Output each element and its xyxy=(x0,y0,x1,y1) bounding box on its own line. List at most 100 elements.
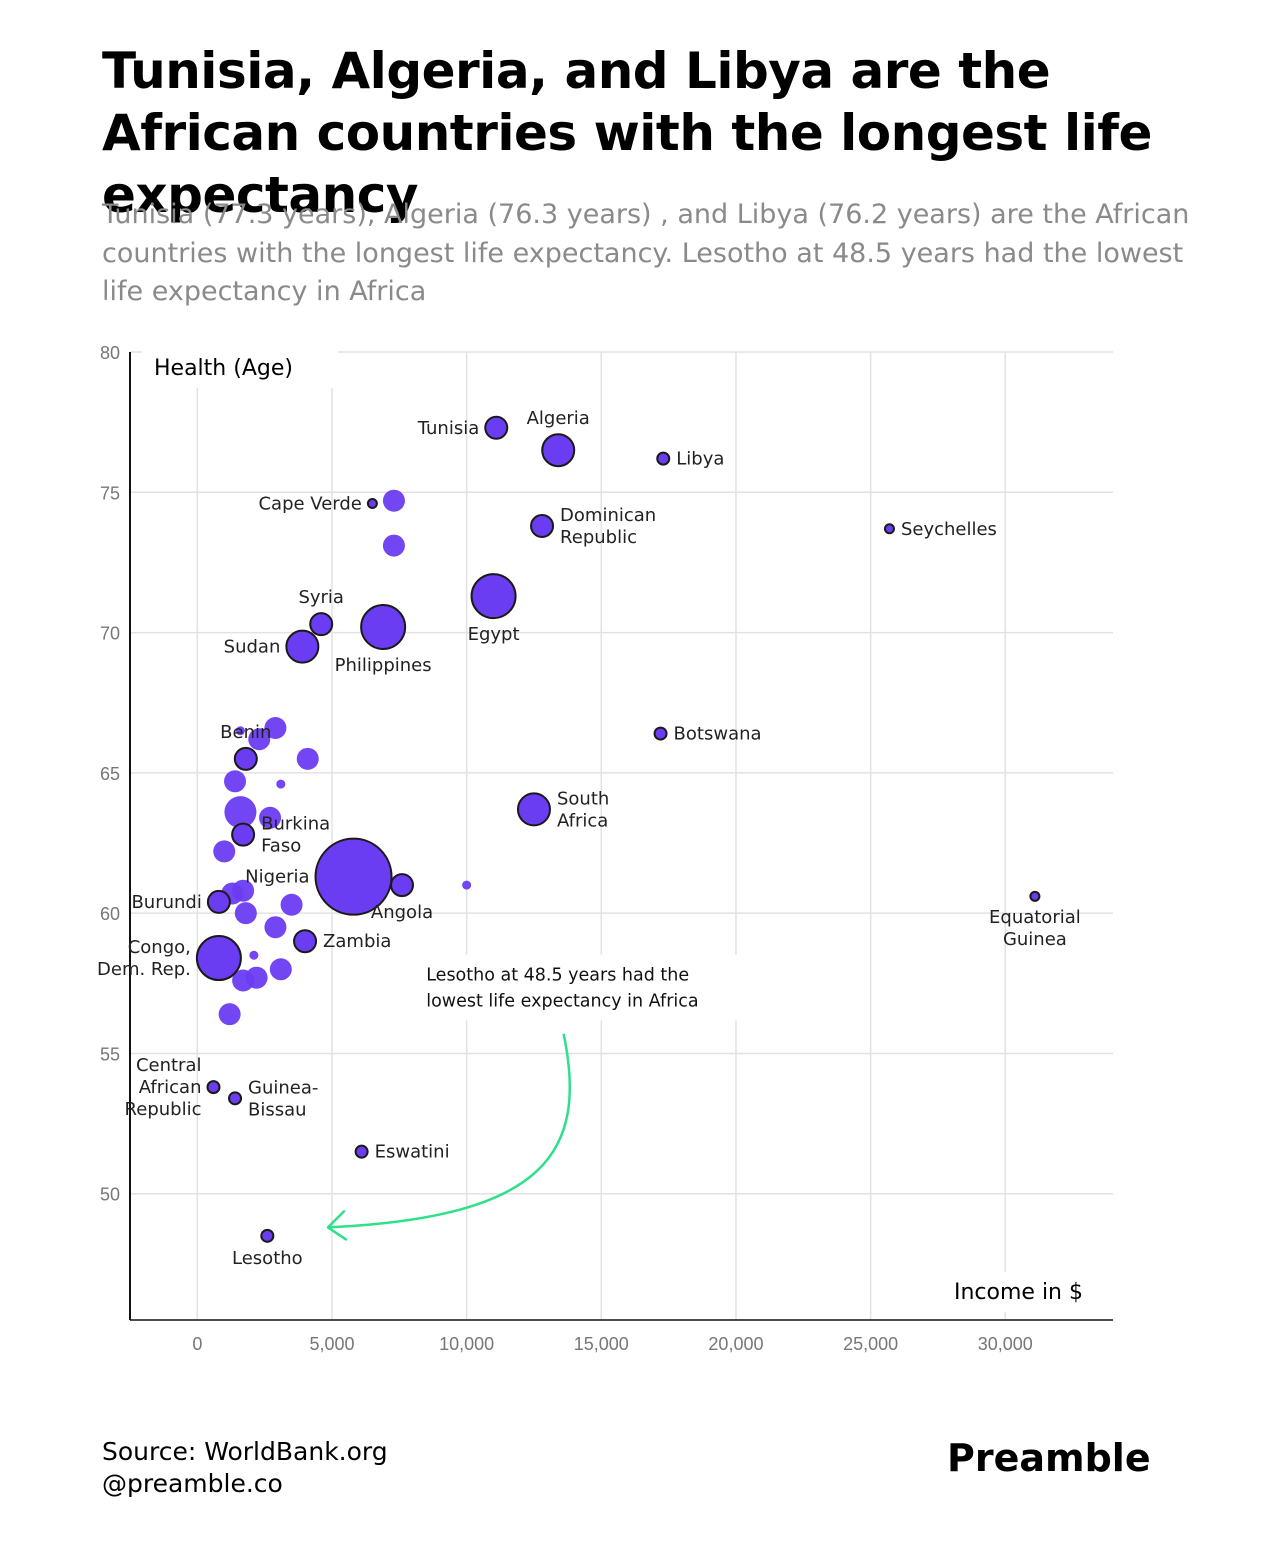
brand-logo: Preamble xyxy=(947,1436,1151,1480)
country-label: Botswana xyxy=(674,724,762,745)
country-label: Faso xyxy=(261,836,301,857)
x-tick-label: 5,000 xyxy=(309,1334,354,1354)
country-label: Guinea xyxy=(1003,929,1067,950)
country-label: Congo, xyxy=(128,937,191,958)
country-label: Republic xyxy=(560,527,637,548)
y-tick-label: 80 xyxy=(100,343,120,363)
bubble-burundi xyxy=(206,889,231,914)
bubble-burkina-faso xyxy=(231,822,256,847)
y-tick-label: 50 xyxy=(100,1185,120,1205)
bubble xyxy=(224,796,257,829)
y-tick-label: 65 xyxy=(100,764,120,784)
bubble-eswatini xyxy=(354,1144,369,1159)
x-axis-title-bg xyxy=(940,1272,1096,1312)
bubble-equatorial-guinea xyxy=(1029,890,1041,902)
y-tick-label: 60 xyxy=(100,904,120,924)
bubble xyxy=(382,489,405,512)
bubble xyxy=(234,902,257,925)
handle-text: @preamble.co xyxy=(102,1469,283,1498)
x-tick-label: 30,000 xyxy=(978,1334,1033,1354)
x-tick-label: 20,000 xyxy=(708,1334,763,1354)
bubble-central-african-republic xyxy=(206,1080,221,1095)
country-label: Sudan xyxy=(224,637,281,658)
bubble-south-africa xyxy=(516,792,551,827)
bubble xyxy=(235,726,245,736)
bubble xyxy=(213,840,236,863)
bubble-angola xyxy=(390,873,415,898)
bubble-egypt xyxy=(470,573,517,620)
bubble xyxy=(248,728,271,751)
bubble-guinea-bissau xyxy=(228,1091,243,1106)
country-label: Tunisia xyxy=(417,418,480,439)
x-tick-label: 25,000 xyxy=(843,1334,898,1354)
bubble xyxy=(232,879,255,902)
country-label: Libya xyxy=(676,449,724,470)
bubble xyxy=(462,880,472,890)
country-label: Seychelles xyxy=(901,519,997,540)
bubble-philippines xyxy=(360,603,407,650)
country-label: Central xyxy=(136,1055,202,1076)
arrow-head-icon xyxy=(326,1210,348,1241)
x-tick-label: 15,000 xyxy=(574,1334,629,1354)
country-label: Africa xyxy=(557,810,608,831)
country-label: Equatorial xyxy=(989,907,1081,928)
country-label: Nigeria xyxy=(245,867,309,888)
annotation-group: Lesotho at 48.5 years had the lowest life… xyxy=(326,954,749,1241)
chart-axes: Health (Age) Income in $ xyxy=(129,348,1113,1321)
country-label: Dem. Rep. xyxy=(97,959,191,980)
annotation-text: lowest life expectancy in Africa xyxy=(426,991,698,1011)
country-label: Philippines xyxy=(335,655,432,676)
bubble xyxy=(269,958,292,981)
bubble xyxy=(296,747,319,770)
unlabeled-bubbles xyxy=(213,489,472,1026)
bubble-sudan xyxy=(285,629,320,664)
bubble-algeria xyxy=(541,433,576,468)
y-tick-label: 70 xyxy=(100,624,120,644)
country-label: Burundi xyxy=(131,892,201,913)
country-label: African xyxy=(139,1077,202,1098)
bubble-botswana xyxy=(653,726,668,741)
source-text: Source: WorldBank.org xyxy=(102,1437,388,1466)
country-label: Eswatini xyxy=(375,1142,450,1163)
country-label: Dominican xyxy=(560,505,656,526)
bubble xyxy=(218,1003,241,1026)
y-axis-title: Health (Age) xyxy=(154,356,293,381)
bubble xyxy=(382,534,405,557)
bubble-nigeria xyxy=(314,837,393,916)
country-label: Zambia xyxy=(323,931,391,952)
bubble xyxy=(264,916,287,939)
country-label: Benin xyxy=(220,722,271,743)
bubble xyxy=(280,893,303,916)
country-label: Cape Verde xyxy=(258,494,361,515)
bubble xyxy=(224,770,247,793)
country-label: Egypt xyxy=(468,624,520,645)
bubble xyxy=(232,969,255,992)
footer-source: Source: WorldBank.org @preamble.co xyxy=(102,1436,388,1500)
bubble-dominican-republic xyxy=(530,513,555,538)
tick-labels: 0 5,000 10,000 15,000 20,000 25,000 30,000 50 55… xyxy=(100,343,1033,1354)
country-label: Algeria xyxy=(527,408,590,429)
y-tick-label: 75 xyxy=(100,483,120,503)
bubble-seychelles xyxy=(883,523,895,535)
annotation-arrow xyxy=(327,1033,571,1229)
bubble-cape-verde xyxy=(366,498,378,510)
country-label: Guinea- xyxy=(248,1077,318,1098)
country-bubbles xyxy=(195,415,1041,1243)
country-label: Bissau xyxy=(248,1099,307,1120)
country-label: Burkina xyxy=(261,814,330,835)
bubble xyxy=(276,779,286,789)
country-label: Republic xyxy=(125,1099,202,1120)
country-label: Syria xyxy=(298,587,344,608)
bubble xyxy=(259,806,282,829)
country-label: South xyxy=(557,788,609,809)
y-axis-title-bg xyxy=(142,348,338,388)
country-label: Lesotho xyxy=(232,1248,303,1269)
y-tick-label: 55 xyxy=(100,1044,120,1064)
page-title: Tunisia, Algeria, and Libya are the Afri… xyxy=(102,42,1152,224)
bubble-tunisia xyxy=(484,415,509,440)
x-axis-title: Income in $ xyxy=(954,1280,1083,1305)
bubble xyxy=(249,950,259,960)
country-label: Angola xyxy=(371,902,433,923)
bubble-zambia xyxy=(293,929,318,954)
